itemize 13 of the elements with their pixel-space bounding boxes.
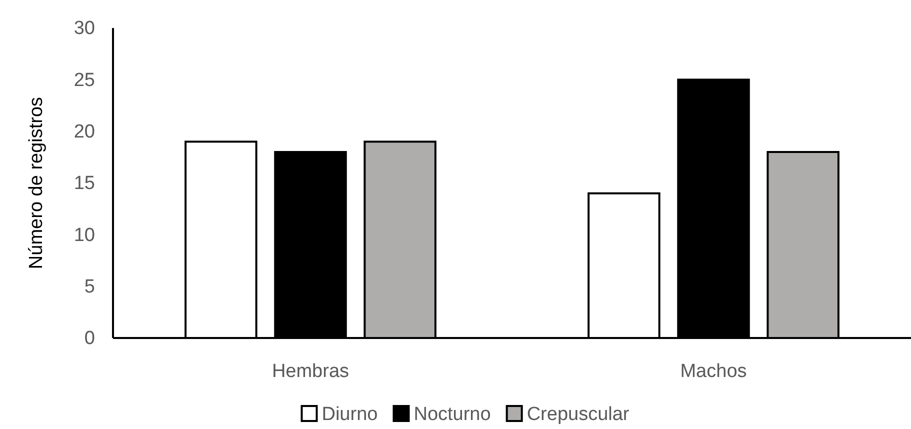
y-tick-label: 30	[74, 18, 95, 40]
y-tick-label: 5	[84, 276, 95, 298]
y-axis-title: Número de registros	[26, 96, 47, 270]
y-tick-label: 15	[74, 173, 95, 194]
y-tick-label: 20	[74, 121, 95, 142]
legend-label: Nocturno	[414, 404, 491, 425]
x-tick-label: Hembras	[272, 361, 350, 382]
y-tick-label: 0	[84, 328, 95, 350]
y-tick-label: 25	[74, 70, 95, 91]
legend-label: Crepuscular	[526, 404, 630, 425]
y-tick-label: 10	[74, 224, 95, 246]
legend-label: Diurno	[322, 404, 378, 425]
x-tick-label: Machos	[680, 361, 747, 382]
